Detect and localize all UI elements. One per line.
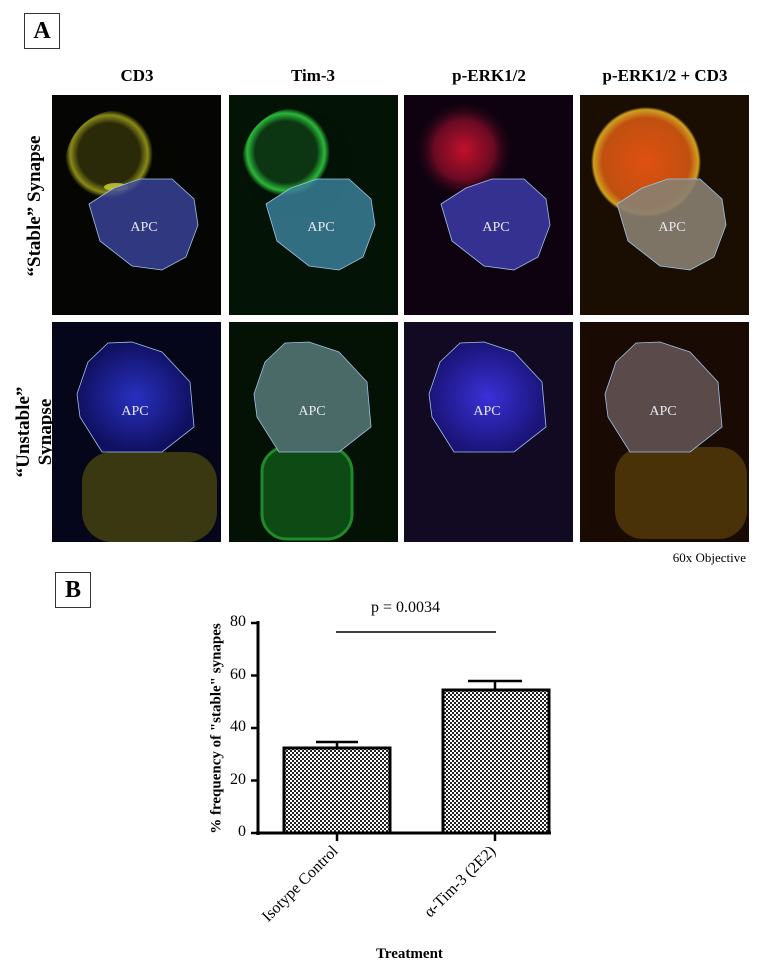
y-tick-80: 80 [230, 613, 246, 630]
x-axis-label: Treatment [376, 946, 443, 962]
objective-label: 60x Objective [672, 550, 746, 565]
panel-b-label: B [55, 572, 91, 608]
column-header-perk-cd3: p-ERK1/2 + CD3 [602, 66, 728, 85]
svg-text:APC: APC [307, 220, 334, 235]
column-header-cd3: CD3 [120, 66, 154, 85]
micrograph-stable-tim3: APC [229, 95, 398, 315]
svg-text:APC: APC [130, 220, 157, 235]
y-tick-60: 60 [230, 666, 246, 683]
svg-text:APC: APC [121, 404, 148, 419]
column-header-perk: p-ERK1/2 [452, 66, 526, 85]
svg-text:APC: APC [298, 404, 325, 419]
micrograph-unstable-cd3: APC [52, 322, 221, 542]
y-tick-0: 0 [238, 823, 246, 840]
micrograph-stable-perk: APC [404, 95, 573, 315]
svg-text:APC: APC [473, 404, 500, 419]
panel-a-label: A [24, 13, 60, 49]
bar-isotype-control [282, 746, 392, 835]
y-tick-40: 40 [230, 718, 246, 735]
y-axis-label: % frequency of "stable" synapes [208, 623, 225, 834]
svg-text:APC: APC [658, 220, 685, 235]
micrograph-unstable-merge: APC [580, 322, 749, 542]
svg-text:APC: APC [649, 404, 676, 419]
micrograph-stable-cd3: APC [52, 95, 221, 315]
bar-anti-tim3 [441, 688, 551, 835]
micrograph-unstable-perk: APC [404, 322, 573, 542]
p-value-annotation: p = 0.0034 [371, 599, 441, 616]
micrograph-unstable-tim3: APC [229, 322, 398, 542]
column-header-tim3: Tim-3 [290, 66, 336, 85]
svg-text:APC: APC [482, 220, 509, 235]
micrograph-stable-merge: APC [580, 95, 749, 315]
y-tick-20: 20 [230, 771, 246, 788]
